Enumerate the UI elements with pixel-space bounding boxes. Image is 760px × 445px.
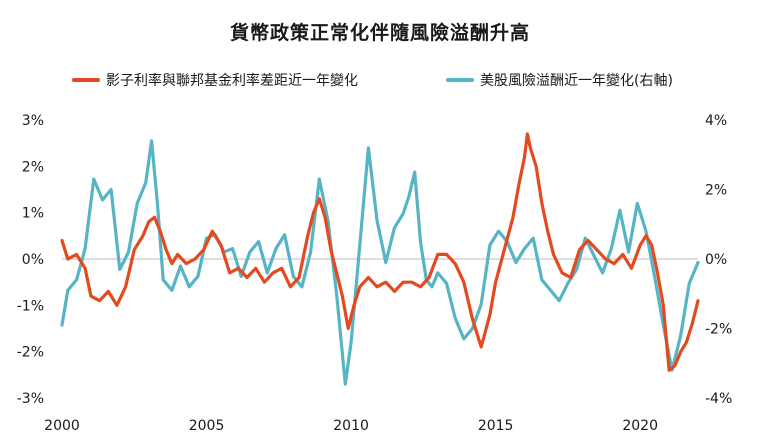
y-right-tick-label: 4% xyxy=(705,113,727,129)
x-tick-label: 2005 xyxy=(189,418,225,434)
legend-label-equity-risk-premium: 美股風險溢酬近一年變化(右軸) xyxy=(480,73,673,89)
x-tick-label: 2015 xyxy=(478,418,514,434)
y-right-tick-label: 2% xyxy=(705,183,727,199)
y-right-tick-label: 0% xyxy=(705,252,727,268)
y-left-tick-label: -3% xyxy=(17,391,44,407)
legend-swatch-shadow-rate xyxy=(72,78,100,82)
x-tick-label: 2020 xyxy=(622,418,658,434)
chart-title: 貨幣政策正常化伴隨風險溢酬升高 xyxy=(229,22,530,44)
y-left-tick-label: -1% xyxy=(17,298,44,314)
x-tick-label: 2000 xyxy=(44,418,80,434)
legend-swatch-equity-risk-premium xyxy=(446,78,474,82)
y-left-tick-label: -2% xyxy=(17,345,44,361)
legend-label-shadow-rate: 影子利率與聯邦基金利率差距近一年變化 xyxy=(106,73,358,89)
legend-item-shadow-rate: 影子利率與聯邦基金利率差距近一年變化 xyxy=(72,70,358,90)
y-left-tick-label: 1% xyxy=(22,206,44,222)
series-line-shadow-rate xyxy=(60,132,700,372)
y-right-tick-label: -2% xyxy=(705,322,732,338)
y-left-tick-label: 2% xyxy=(22,159,44,175)
y-right-tick-label: -4% xyxy=(705,391,732,407)
y-left-tick-label: 3% xyxy=(22,113,44,129)
y-left-tick-label: 0% xyxy=(22,252,44,268)
legend-item-equity-risk-premium: 美股風險溢酬近一年變化(右軸) xyxy=(446,70,673,90)
x-tick-label: 2010 xyxy=(333,418,369,434)
series-line-equity-risk-premium xyxy=(60,139,700,386)
legend: 影子利率與聯邦基金利率差距近一年變化 美股風險溢酬近一年變化(右軸) xyxy=(0,70,760,94)
